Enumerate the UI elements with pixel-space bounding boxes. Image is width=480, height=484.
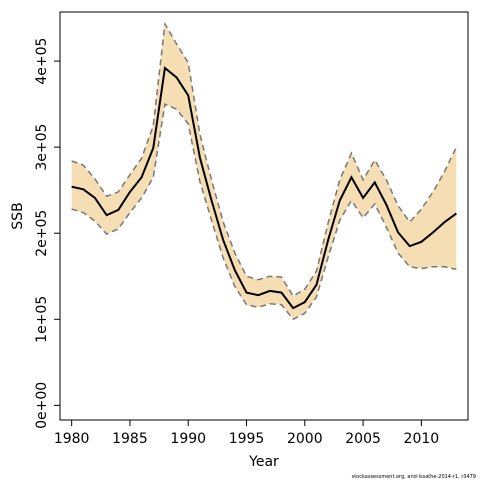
y-axis-label: SSB <box>10 202 26 229</box>
x-tick-label: 2000 <box>287 431 323 447</box>
y-tick-label: 1e+05 <box>34 296 50 343</box>
x-tick-label: 2010 <box>404 431 440 447</box>
y-tick-label: 4e+05 <box>34 38 50 85</box>
x-tick-label: 1985 <box>112 431 148 447</box>
x-axis-label: Year <box>248 454 279 470</box>
x-tick-label: 1995 <box>229 431 265 447</box>
lower-bound <box>71 103 457 321</box>
confidence-band <box>71 24 457 320</box>
x-tick-label: 1990 <box>170 431 206 447</box>
upper-bound <box>71 21 458 298</box>
footnote: stockassessment.org, and-lssathe-2014-r1… <box>352 474 476 480</box>
y-tick-label: 0e+00 <box>34 382 50 429</box>
plot-frame <box>59 11 469 421</box>
x-tick-label: 2005 <box>345 431 381 447</box>
ssb-line <box>71 66 457 310</box>
y-tick-label: 2e+05 <box>34 210 50 257</box>
x-tick-label: 1980 <box>54 431 90 447</box>
y-tick-label: 3e+05 <box>34 124 50 171</box>
